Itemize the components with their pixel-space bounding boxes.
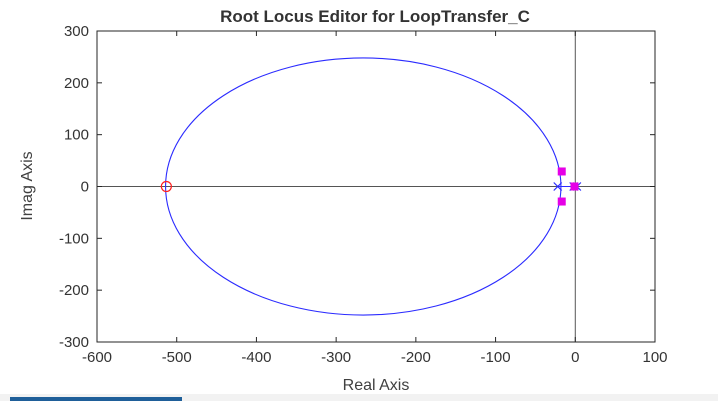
y-tick-label: 200 — [64, 75, 89, 92]
x-tick-label: -500 — [162, 349, 192, 366]
pole-marker — [553, 182, 563, 191]
tick-marks — [96, 30, 656, 343]
pole-zero-markers[interactable] — [160, 167, 582, 206]
x-tick-label: -300 — [321, 349, 351, 366]
chart-title: Root Locus Editor for LoopTransfer_C — [220, 7, 530, 26]
closed-loop-pole-marker — [557, 167, 566, 176]
y-tick-label: -200 — [59, 282, 89, 299]
y-tick-label: 300 — [64, 23, 89, 40]
x-tick-label: -400 — [241, 349, 271, 366]
x-axis-label: Real Axis — [343, 377, 410, 394]
y-tick-label: 0 — [81, 179, 89, 196]
x-tick-labels: -600 -500 -400 -300 -200 -100 0 100 — [82, 349, 668, 366]
x-tick-label: -200 — [401, 349, 431, 366]
y-tick-label: -300 — [59, 334, 89, 351]
y-tick-labels: -300 -200 -100 0 100 200 300 — [59, 23, 89, 351]
zero-marker — [160, 180, 172, 193]
active-tab-indicator[interactable] — [10, 397, 182, 401]
y-axis-label: Imag Axis — [19, 151, 36, 220]
pole-marker-stroke — [553, 182, 563, 191]
x-tick-label: 100 — [642, 349, 667, 366]
x-tick-label: -100 — [481, 349, 511, 366]
x-tick-label: -600 — [82, 349, 112, 366]
closed-loop-pole-marker — [570, 182, 579, 191]
y-tick-label: -100 — [59, 230, 89, 247]
y-tick-label: 100 — [64, 127, 89, 144]
status-strip — [0, 394, 718, 401]
x-tick-label: 0 — [571, 349, 579, 366]
closed-loop-pole-marker — [557, 197, 566, 206]
